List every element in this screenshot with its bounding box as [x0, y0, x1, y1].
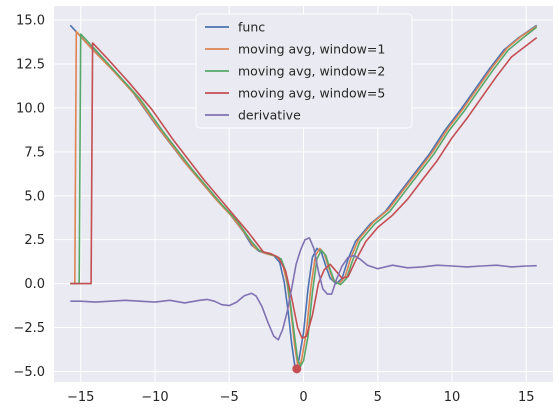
- legend: func moving avg, window=1 moving avg, wind…: [196, 14, 412, 128]
- legend-label: moving avg, window=2: [238, 64, 385, 79]
- x-tick-label: −15: [67, 390, 94, 405]
- y-tick-label: 10.0: [16, 101, 45, 116]
- x-tick-label: 5: [374, 390, 382, 405]
- x-tick-label: −10: [141, 390, 168, 405]
- y-tick-label: 0.0: [24, 277, 45, 292]
- y-tick-label: −2.5: [13, 321, 45, 336]
- y-tick-label: 2.5: [24, 233, 45, 248]
- x-tick-labels: −15 −10 −5 0 5 10 15: [67, 390, 535, 405]
- y-tick-label: 12.5: [16, 57, 45, 72]
- markers: [292, 364, 301, 373]
- x-tick-label: −5: [220, 390, 239, 405]
- x-tick-label: 15: [518, 390, 535, 405]
- legend-label: derivative: [238, 108, 301, 123]
- y-tick-label: −5.0: [13, 365, 45, 380]
- y-tick-label: 5.0: [24, 189, 45, 204]
- legend-label: func: [238, 20, 265, 35]
- x-tick-label: 0: [299, 390, 307, 405]
- legend-label: moving avg, window=5: [238, 86, 385, 101]
- legend-label: moving avg, window=1: [238, 42, 385, 57]
- y-tick-label: 7.5: [24, 145, 45, 160]
- y-tick-labels: −5.0 −2.5 0.0 2.5 5.0 7.5 10.0 12.5 15.0: [13, 14, 45, 380]
- minimum-marker: [292, 364, 301, 373]
- x-tick-label: 10: [444, 390, 461, 405]
- y-tick-label: 15.0: [16, 14, 45, 29]
